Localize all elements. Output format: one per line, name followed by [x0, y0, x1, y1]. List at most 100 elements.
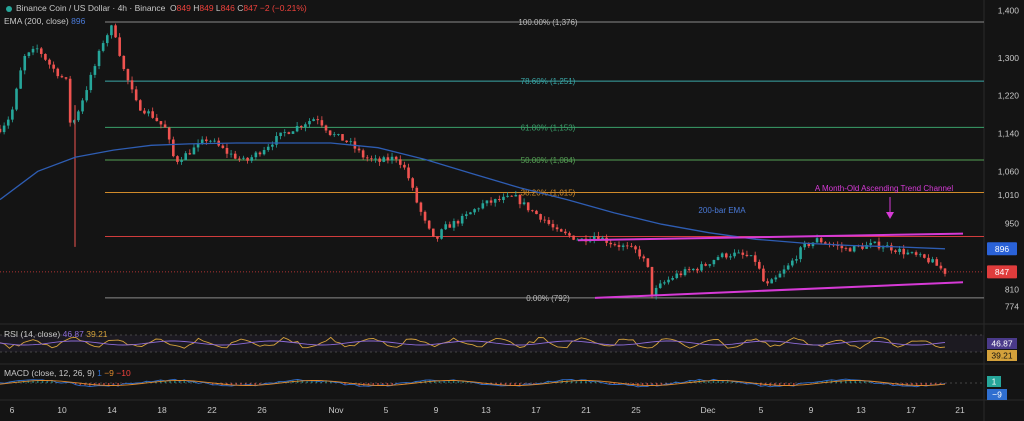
candle-body: [436, 236, 439, 239]
candle-body: [914, 252, 918, 255]
candle-body: [531, 210, 534, 212]
candle-body: [493, 199, 497, 203]
x-tick-label: 14: [107, 405, 117, 415]
candle-body: [2, 125, 6, 133]
signal-tag-bg: [987, 389, 1007, 400]
candle-body: [48, 59, 51, 65]
candle-body: [778, 273, 782, 278]
candle-body: [646, 258, 650, 267]
candle-body: [184, 153, 187, 161]
candle-body: [134, 89, 138, 101]
candle-body: [638, 249, 641, 257]
candle-body: [85, 90, 88, 101]
candle-body: [238, 158, 241, 160]
candle-body: [97, 50, 101, 67]
candle-body: [431, 228, 435, 237]
candle-body: [448, 224, 452, 228]
candle-body: [35, 48, 39, 50]
candle-body: [572, 235, 575, 240]
candle-body: [791, 260, 794, 266]
candle-body: [254, 152, 258, 158]
candle-body: [815, 238, 819, 243]
candle-body: [93, 66, 97, 75]
x-tick-label: 9: [809, 405, 814, 415]
rsi-line: [0, 336, 946, 350]
candle-body: [398, 159, 402, 165]
candle-body: [81, 100, 84, 112]
candle-body: [625, 245, 629, 247]
candle-body: [687, 269, 691, 271]
candle-body: [233, 153, 237, 159]
candle-body: [332, 134, 336, 136]
candle-body: [403, 164, 406, 168]
l-label: L: [215, 3, 221, 13]
candle-body: [460, 215, 464, 224]
candle-body: [551, 223, 555, 228]
candle-body: [473, 209, 476, 213]
candle-body: [118, 37, 121, 56]
candle-body: [139, 100, 142, 111]
candle-body: [489, 200, 493, 203]
candle-body: [547, 220, 551, 224]
candle-body: [15, 88, 18, 110]
candle-body: [840, 245, 844, 249]
candle-body: [56, 68, 60, 77]
candle-body: [60, 76, 64, 78]
candle-body: [481, 203, 485, 209]
candle-body: [741, 252, 745, 255]
x-tick-label: 26: [257, 405, 267, 415]
candle-body: [328, 130, 332, 135]
macd-value-1: 1: [97, 368, 102, 378]
candle-body: [518, 194, 522, 205]
candle-body: [469, 212, 472, 215]
x-tick-label: 13: [856, 405, 866, 415]
candle-body: [498, 199, 501, 201]
candle-body: [514, 194, 518, 197]
candle-body: [782, 269, 786, 274]
candle-body: [613, 244, 617, 246]
candle-body: [72, 120, 76, 123]
candle-body: [634, 246, 637, 250]
candle-body: [935, 259, 939, 266]
candle-body: [27, 52, 31, 56]
candle-body: [630, 245, 633, 247]
rsi-ma-line: [0, 340, 946, 346]
ema-annotation: 200-bar EMA: [698, 206, 746, 215]
candle-body: [287, 132, 291, 134]
candle-body: [378, 158, 381, 162]
candle-body: [258, 152, 262, 155]
candle-body: [341, 134, 344, 141]
candle-body: [390, 156, 394, 161]
candle-body: [708, 264, 712, 266]
candle-body: [101, 43, 105, 51]
macd-value-2: −9: [104, 368, 114, 378]
candle-body: [316, 119, 320, 121]
candle-body: [824, 242, 827, 244]
candle-body: [873, 241, 877, 243]
candle-body: [906, 252, 910, 255]
candle-body: [943, 268, 947, 274]
fib-level-label: 0.00% (792): [526, 294, 570, 303]
candle-body: [650, 266, 654, 296]
candle-body: [720, 253, 724, 258]
candle-body: [848, 248, 852, 252]
channel-annotation: A Month-Old Ascending Trend Channel: [815, 184, 954, 193]
channel-lower-line: [594, 281, 964, 299]
rsi-value-1: 46.87: [62, 329, 84, 339]
ema-value: 896: [71, 16, 86, 26]
candle-body: [6, 119, 10, 126]
x-tick-label: 6: [10, 405, 15, 415]
symbol-label: Binance Coin / US Dollar · 4h · Binance: [16, 3, 166, 13]
status-dot-icon: [6, 5, 12, 12]
o-label: O: [170, 3, 177, 13]
channel-arrow-head: [886, 212, 894, 219]
candle-body: [927, 257, 930, 263]
candle-body: [271, 144, 274, 147]
candle-body: [114, 25, 117, 38]
rsi-ma-tag-label: 39.21: [991, 351, 1013, 361]
candle-body: [803, 243, 806, 248]
candle-body: [444, 224, 447, 230]
candle-body: [597, 236, 600, 240]
candle-body: [68, 78, 72, 123]
